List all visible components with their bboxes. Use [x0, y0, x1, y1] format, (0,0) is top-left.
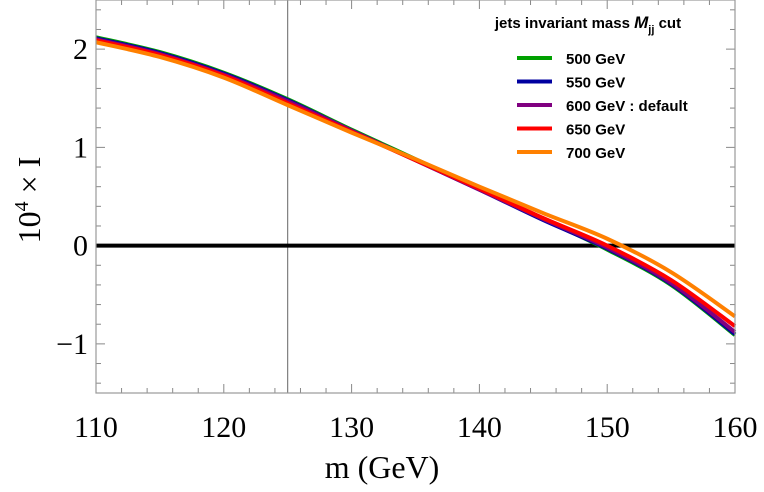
- y-tick-label: 2: [73, 33, 88, 66]
- y-tick-label: 0: [73, 230, 88, 263]
- series-line: [95, 35, 737, 337]
- y-tick-label: −1: [56, 328, 88, 361]
- y-tick-labels: −1 0 1 2: [56, 33, 88, 361]
- x-tick-label: 140: [457, 411, 502, 444]
- legend-label: 700 GeV: [566, 145, 625, 162]
- x-tick-label: 130: [329, 411, 374, 444]
- x-tick-label: 110: [74, 411, 118, 444]
- legend-label: 650 GeV: [566, 122, 625, 139]
- x-tick-label: 160: [713, 411, 758, 444]
- legend-label: 600 GeV : default: [566, 98, 688, 115]
- x-tick-label: 150: [585, 411, 630, 444]
- plot-frame: [95, 0, 736, 394]
- legend-title: jets invariant mass Mjj cut: [494, 13, 681, 36]
- y-tick-label: 1: [73, 131, 88, 164]
- x-axis-title: m (GeV): [325, 449, 440, 485]
- y-axis-title: 104 × I: [11, 157, 47, 244]
- series-line: [95, 38, 737, 328]
- x-tick-label: 120: [201, 411, 246, 444]
- x-tick-labels: 110 120 130 140 150 160: [74, 411, 757, 444]
- legend-label: 500 GeV: [566, 51, 625, 68]
- legend: jets invariant mass Mjj cut 500 GeV 550 G…: [494, 13, 688, 162]
- series-line: [95, 37, 737, 334]
- series-curves: [95, 35, 737, 337]
- series-line: [95, 40, 737, 319]
- reference-lines: [96, 0, 735, 393]
- series-line: [95, 36, 737, 336]
- legend-label: 550 GeV: [566, 75, 625, 92]
- axis-ticks: [95, 0, 736, 393]
